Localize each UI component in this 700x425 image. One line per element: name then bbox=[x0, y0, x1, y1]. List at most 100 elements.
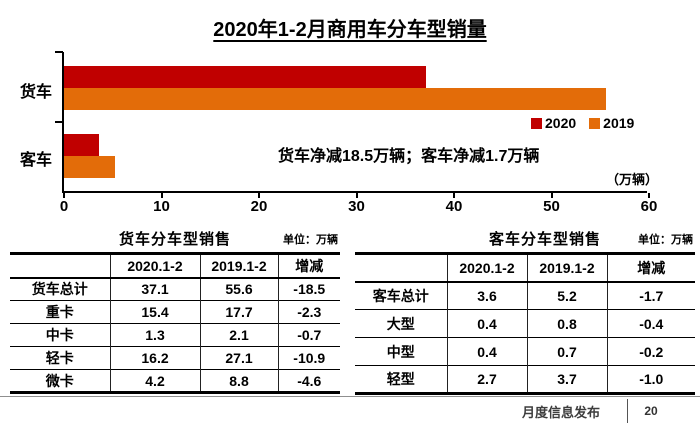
table-row: 重卡 15.4 17.7 -2.3 bbox=[10, 300, 340, 324]
table-row: 客车总计 3.6 5.2 -1.7 bbox=[355, 281, 695, 310]
table-cell: -0.2 bbox=[606, 337, 695, 366]
table-row: 中卡 1.3 2.1 -0.7 bbox=[10, 323, 340, 347]
bus-table-unit: 单位：万辆 bbox=[638, 234, 693, 246]
table-cell: 轻卡 bbox=[45, 350, 74, 366]
table-cell: -18.5 bbox=[277, 277, 340, 301]
table-cell: -1.0 bbox=[606, 365, 695, 394]
table-cell: 2.1 bbox=[199, 323, 278, 347]
column-header bbox=[10, 254, 110, 278]
x-tick-label: 60 bbox=[640, 198, 658, 215]
bar-客车-2020 bbox=[64, 134, 100, 156]
legend-entry-2019: 2019 bbox=[589, 115, 634, 131]
table-cell: 37.1 bbox=[109, 277, 200, 301]
category-label-客车: 客车 bbox=[20, 152, 53, 169]
x-tick-label: 10 bbox=[153, 198, 170, 215]
table-row: 轻型 2.7 3.7 -1.0 bbox=[355, 365, 695, 394]
chart-annotation: 货车净减18.5万辆；客车净减1.7万辆 bbox=[278, 148, 540, 165]
table-cell: 0.7 bbox=[526, 337, 607, 366]
table-cell: -2.3 bbox=[277, 300, 340, 324]
truck-table-title: 货车分车型销售 bbox=[118, 231, 231, 248]
chart-legend: 2020 2019 bbox=[531, 115, 634, 131]
bar-货车-2020 bbox=[64, 66, 426, 88]
table-cell: -10.9 bbox=[277, 346, 340, 370]
table-cell: 大型 bbox=[386, 315, 415, 332]
x-tick-label: 0 bbox=[59, 198, 69, 215]
table-cell: 客车总计 bbox=[372, 287, 429, 304]
table-cell: 5.2 bbox=[526, 281, 607, 310]
table-cell: 微卡 bbox=[45, 372, 74, 389]
table-row: 轻卡 16.2 27.1 -10.9 bbox=[10, 346, 340, 370]
table-row: 中型 0.4 0.7 -0.2 bbox=[355, 337, 695, 366]
legend-entry-2020: 2020 bbox=[531, 115, 576, 131]
table-row: 微卡 4.2 8.8 -4.6 bbox=[10, 369, 340, 393]
legend-label: 2019 bbox=[603, 115, 635, 131]
bus-table-section: 客车分车型销售 单位：万辆 2020.1-2 2019.1-2 增减客车总计 3.6 5… bbox=[355, 228, 695, 395]
column-header: 2020.1-2 bbox=[109, 253, 200, 278]
y-axis-tick-middle bbox=[55, 121, 63, 123]
x-tick-mark bbox=[550, 193, 553, 198]
table-header-row: 2020.1-2 2019.1-2 增减 bbox=[355, 253, 695, 282]
table-cell: 轻型 bbox=[386, 371, 415, 387]
x-tick-mark bbox=[63, 193, 65, 198]
page-title-text: 2020年1-2月商用车分车型销量 bbox=[213, 19, 487, 41]
column-header: 增减 bbox=[606, 253, 695, 282]
x-tick-label: 40 bbox=[445, 198, 463, 215]
column-header bbox=[355, 254, 447, 282]
table-cell: 0.4 bbox=[446, 337, 527, 366]
table-header-row: 2020.1-2 2019.1-2 增减 bbox=[10, 253, 340, 278]
table-cell: 27.1 bbox=[199, 346, 278, 370]
axis-unit-label: （万辆） bbox=[605, 172, 658, 187]
table-cell: -0.7 bbox=[277, 323, 340, 347]
table-cell: 16.2 bbox=[109, 346, 200, 370]
bus-table-titlebar: 客车分车型销售 单位：万辆 bbox=[355, 228, 695, 252]
table-cell: 货车总计 bbox=[31, 281, 88, 298]
legend-swatch-icon bbox=[589, 117, 601, 129]
truck-table-unit: 单位：万辆 bbox=[283, 234, 338, 246]
table-cell: 0.8 bbox=[526, 309, 607, 338]
table-cell: 17.7 bbox=[199, 300, 278, 324]
table-cell: -1.7 bbox=[606, 281, 695, 310]
table-cell: -4.6 bbox=[277, 369, 340, 393]
legend-label: 2020 bbox=[545, 115, 577, 131]
category-label-货车: 货车 bbox=[20, 84, 53, 101]
x-tick-mark bbox=[355, 193, 358, 198]
x-tick-mark bbox=[453, 193, 455, 198]
table-cell: 2.7 bbox=[446, 365, 527, 394]
x-tick-label: 30 bbox=[348, 198, 365, 215]
bar-货车-2019 bbox=[64, 88, 607, 110]
x-tick-label: 50 bbox=[543, 198, 560, 215]
column-header: 增减 bbox=[277, 253, 340, 278]
x-tick-mark bbox=[648, 193, 650, 198]
footer-label: 月度信息发布 bbox=[522, 405, 601, 420]
bus-table: 2020.1-2 2019.1-2 增减客车总计 3.6 5.2 -1.7 大型 0.4 0.8… bbox=[355, 252, 695, 395]
table-cell: 1.3 bbox=[109, 323, 200, 347]
table-cell: 重卡 bbox=[45, 304, 74, 320]
x-tick-mark bbox=[258, 193, 260, 198]
legend-swatch-icon bbox=[531, 117, 542, 129]
page-title: 2020年1-2月商用车分车型销量 bbox=[0, 13, 700, 42]
table-cell: 55.6 bbox=[199, 277, 278, 301]
table-row: 大型 0.4 0.8 -0.4 bbox=[355, 309, 695, 338]
table-cell: 0.4 bbox=[446, 309, 527, 338]
table-cell: 3.7 bbox=[526, 365, 607, 394]
table-cell: 4.2 bbox=[109, 369, 200, 393]
bus-table-title: 客车分车型销售 bbox=[488, 231, 601, 248]
column-header: 2020.1-2 bbox=[446, 253, 527, 282]
bar-chart-plot-area: 0 10 20 30 40 50 60 bbox=[55, 51, 657, 215]
footer-divider-line bbox=[0, 396, 700, 397]
table-cell: 15.4 bbox=[109, 300, 200, 324]
truck-table-titlebar: 货车分车型销售 单位：万辆 bbox=[10, 228, 340, 252]
table-cell: 中卡 bbox=[45, 327, 74, 343]
bar-客车-2019 bbox=[64, 156, 115, 178]
y-axis-tick-top bbox=[55, 51, 63, 53]
column-header: 2019.1-2 bbox=[526, 253, 607, 282]
table-row: 货车总计 37.1 55.6 -18.5 bbox=[10, 277, 340, 301]
table-cell: 中型 bbox=[386, 343, 415, 360]
table-cell: -0.4 bbox=[606, 309, 695, 338]
x-tick-mark bbox=[160, 193, 163, 198]
truck-table: 2020.1-2 2019.1-2 增减货车总计 37.1 55.6 -18.5 重卡 15.… bbox=[10, 252, 340, 394]
table-cell: 3.6 bbox=[446, 281, 527, 310]
footer-vertical-divider bbox=[627, 399, 628, 423]
truck-table-section: 货车分车型销售 单位：万辆 2020.1-2 2019.1-2 增减货车总计 37.1… bbox=[10, 228, 340, 394]
